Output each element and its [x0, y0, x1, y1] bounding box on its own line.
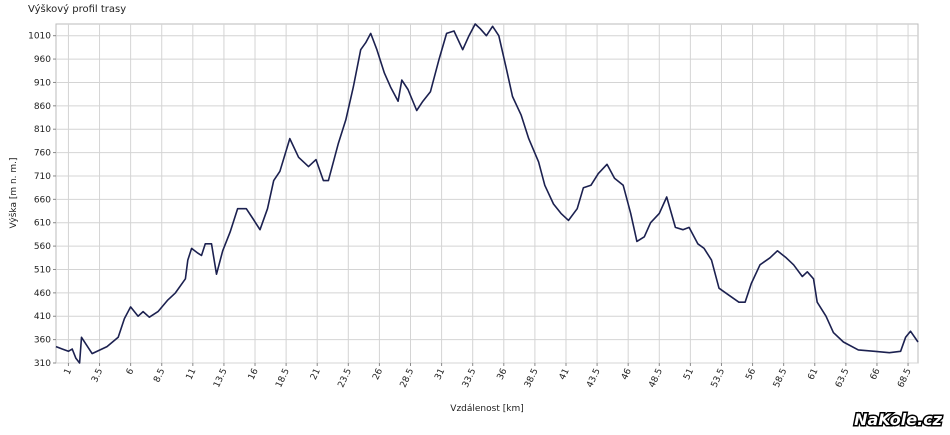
x-tick-label: 68.5 — [896, 367, 914, 389]
x-tick-label: 26 — [371, 367, 385, 382]
y-tick-label: 310 — [34, 359, 51, 369]
x-tick-label: 3.5 — [90, 367, 105, 384]
chart-title: Výškový profil trasy — [28, 3, 126, 15]
y-tick-label: 710 — [34, 172, 51, 182]
x-tick-label: 53.5 — [710, 367, 728, 389]
y-tick-label: 460 — [34, 289, 51, 299]
y-tick-label: 610 — [34, 219, 51, 229]
y-tick-label: 410 — [34, 312, 51, 322]
x-tick-label: 61 — [807, 367, 821, 382]
x-axis-label: Vzdálenost [km] — [450, 404, 523, 414]
x-tick-label: 28.5 — [399, 367, 417, 389]
x-tick-label: 16 — [247, 367, 261, 382]
x-tick-label: 33.5 — [461, 367, 479, 389]
x-tick-label: 1 — [63, 367, 74, 376]
y-tick-label: 1010 — [28, 32, 51, 42]
y-axis-label: Výška [m n. m.] — [8, 157, 19, 228]
y-tick-label: 910 — [34, 78, 51, 88]
x-tick-label: 63.5 — [834, 367, 852, 389]
y-tick-label: 510 — [34, 265, 51, 275]
x-tick-label: 48.5 — [647, 367, 665, 389]
x-tick-label: 13.5 — [212, 367, 230, 389]
x-tick-label: 66 — [869, 367, 883, 382]
x-tick-label: 6 — [125, 367, 137, 377]
x-tick-label: 8.5 — [152, 367, 167, 384]
x-tick-label: 18.5 — [274, 367, 292, 389]
elevation-line — [55, 23, 919, 364]
y-tick-label: 960 — [34, 55, 51, 65]
y-tick-label: 660 — [34, 195, 51, 205]
y-tick-label: 560 — [34, 242, 51, 252]
x-tick-label: 58.5 — [772, 367, 790, 389]
x-tick-label: 51 — [682, 367, 696, 382]
y-tick-label: 860 — [34, 102, 51, 112]
x-tick-label: 46 — [620, 367, 634, 382]
x-tick-label: 23.5 — [336, 367, 354, 389]
plot-area — [55, 23, 919, 364]
x-tick-label: 21 — [309, 367, 323, 382]
x-tick-label: 41 — [558, 367, 572, 382]
y-tick-label: 810 — [34, 125, 51, 135]
y-tick-label: 360 — [34, 336, 51, 346]
brand-logo: NaKole.cz — [854, 410, 943, 429]
x-tick-label: 31 — [433, 367, 447, 382]
x-tick-label: 38.5 — [523, 367, 541, 389]
y-tick-label: 760 — [34, 149, 51, 159]
x-tick-label: 43.5 — [585, 367, 603, 389]
x-tick-label: 56 — [744, 367, 758, 382]
x-tick-label: 36 — [496, 367, 510, 382]
x-tick-label: 11 — [185, 367, 199, 382]
